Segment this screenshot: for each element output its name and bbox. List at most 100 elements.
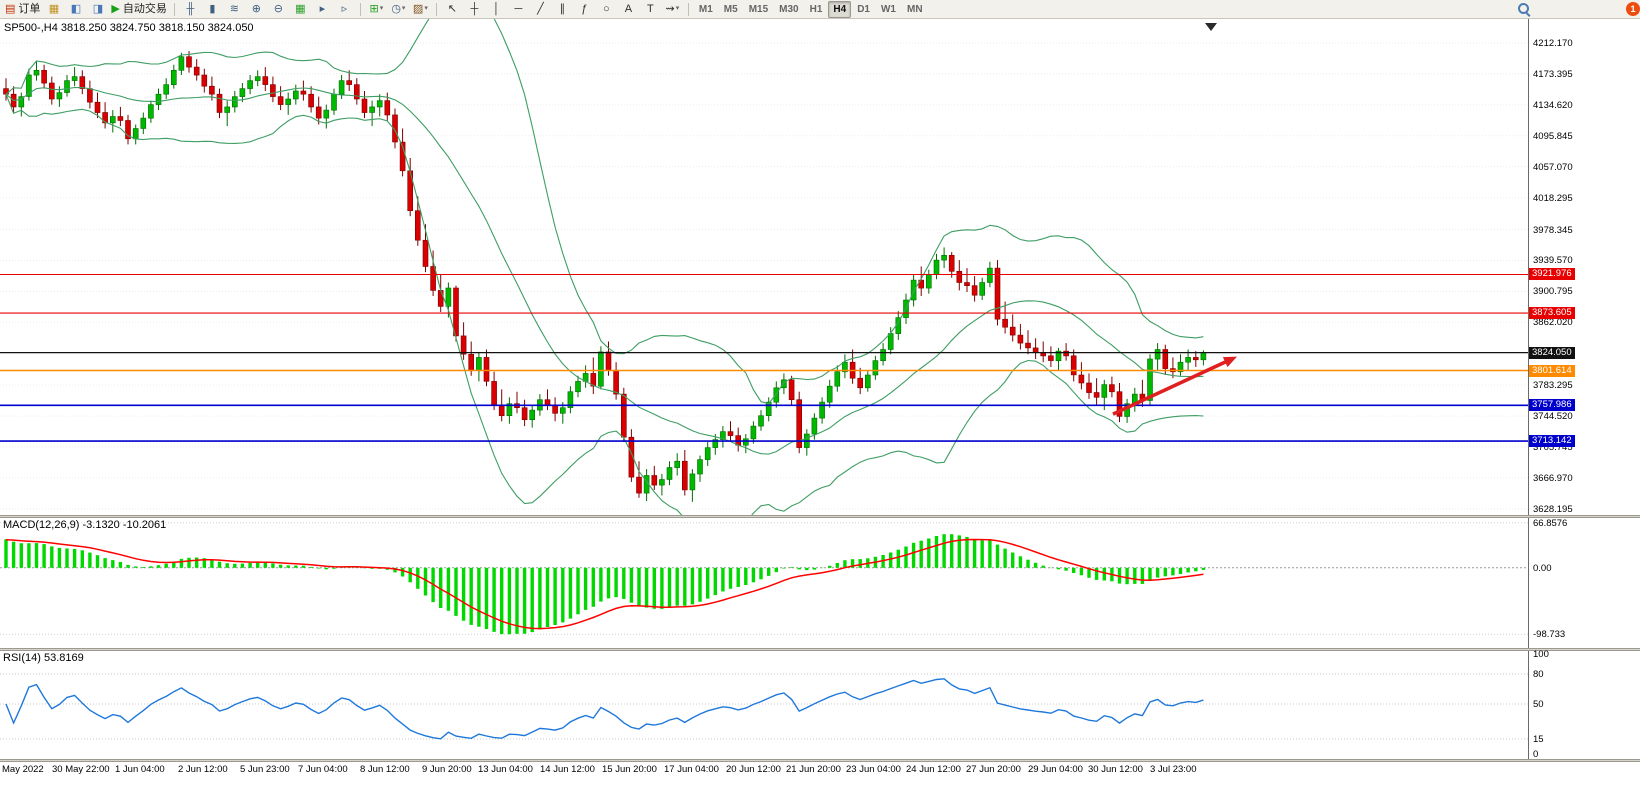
toolbar-separator <box>435 2 437 16</box>
rsi-header: RSI(14) 53.8169 <box>3 652 84 664</box>
toolbar-separator <box>173 2 175 16</box>
toolbar-auto-trading[interactable]: ▶ 自动交易 <box>109 1 168 17</box>
price-axis-label: 4173.395 <box>1533 68 1573 80</box>
price-axis-label: 4057.070 <box>1533 161 1573 173</box>
trendline-icon: ╱ <box>537 3 544 15</box>
time-axis-label: 5 Jun 23:00 <box>240 764 290 775</box>
price-axis-label: 4095.845 <box>1533 130 1573 142</box>
level-badge-3757: 3757.986 <box>1529 399 1575 412</box>
toolbar-auto-scroll[interactable]: ▸ <box>312 1 333 17</box>
toolbar-templates[interactable]: ▨ ▾ <box>410 1 431 17</box>
toolbar-text[interactable]: A <box>618 1 639 17</box>
rsi-value: 53.8169 <box>43 652 84 664</box>
chevron-down-icon: ▾ <box>424 5 428 12</box>
notification-badge[interactable]: 1 <box>1626 2 1640 16</box>
toolbar-new-chart[interactable]: ⊞ ▾ <box>366 1 387 17</box>
toolbar-candle-chart[interactable]: ▮ <box>202 1 223 17</box>
toolbar-chart-shift[interactable]: ▹ <box>334 1 355 17</box>
navigator-icon: ◨ <box>92 3 104 15</box>
chevron-down-icon: ▾ <box>401 5 406 12</box>
rsi-axis-label: 80 <box>1533 669 1544 680</box>
main-chart-series <box>0 18 1528 515</box>
toolbar-zoom-in[interactable]: ⊕ <box>246 1 267 17</box>
toolbar-tf-h4[interactable]: H4 <box>828 0 852 18</box>
new-order-label: 订单 <box>18 3 41 15</box>
time-axis-label: 9 Jun 20:00 <box>422 764 472 775</box>
time-axis-label: 13 Jun 04:00 <box>478 764 533 775</box>
toolbar-tf-m15[interactable]: M15 <box>748 3 769 15</box>
toolbar-trendline[interactable]: ╱ <box>530 1 551 17</box>
toolbar-grid[interactable]: ▦ <box>290 1 311 17</box>
price-axis-label: 3628.195 <box>1533 503 1573 515</box>
time-axis-label: 30 May 22:00 <box>52 764 110 775</box>
toolbar-horizontal-line[interactable]: ─ <box>508 1 529 17</box>
toolbar-tf-m5[interactable]: M5 <box>723 3 738 15</box>
toolbar-arrows[interactable]: ⇝ ▾ <box>662 1 683 17</box>
toolbar-tf-mn[interactable]: MN <box>906 3 923 15</box>
toolbar-vertical-line[interactable]: │ <box>486 1 507 17</box>
toolbar-navigator[interactable]: ◨ <box>87 1 108 17</box>
level-badge-3801: 3801.614 <box>1529 364 1575 377</box>
toolbar-data-window[interactable]: ◧ <box>65 1 86 17</box>
time-axis-label: 27 Jun 20:00 <box>966 764 1021 775</box>
level-badge-3873: 3873.605 <box>1529 307 1575 320</box>
zoom-out-icon: ⊖ <box>273 3 283 15</box>
macd-series <box>0 522 1528 635</box>
rsi-timeaxis-splitter[interactable] <box>0 759 1640 762</box>
toolbar-periods[interactable]: ◷ ▾ <box>388 1 409 17</box>
price-scale-divider <box>1528 18 1529 762</box>
toolbar-tf-d1[interactable]: D1 <box>857 3 870 15</box>
toolbar-crosshair[interactable]: ┼ <box>464 1 485 17</box>
toolbar-cursor[interactable]: ↖ <box>442 1 463 17</box>
toolbar-right: 1 <box>1517 2 1640 17</box>
bollinger-lower <box>5 93 1204 515</box>
text-icon: A <box>624 3 633 15</box>
toolbar-tf-m30[interactable]: M30 <box>779 3 799 15</box>
toolbar: ▤ 订单 ▦ ◧ ◨ ▶ 自动交易 ╫ ▮ ≋ ⊕ ⊖ ▦ ▸ ▹ ⊞ ▾ ◷ ▾ ▨ ▾ ↖ ┼ │ ─ ╱ ∥ ƒ ○ A T ⇝ ▾ M1 M… <box>0 0 1640 19</box>
toolbar-bar-chart[interactable]: ╫ <box>180 1 201 17</box>
toolbar-market-watch[interactable]: ▦ <box>43 1 64 17</box>
macd-header: MACD(12,26,9) -3.1320 -10.2061 <box>3 519 166 531</box>
rsi-axis-label: 100 <box>1533 649 1549 660</box>
level-badge-3921: 3921.976 <box>1529 268 1575 281</box>
trend-arrow-head[interactable] <box>1222 356 1237 368</box>
price-axis-label: 3939.570 <box>1533 255 1573 267</box>
toolbar-channel[interactable]: ∥ <box>552 1 573 17</box>
chart-shift-icon: ▹ <box>341 3 348 15</box>
toolbar-tf-w1[interactable]: W1 <box>880 3 896 15</box>
search-icon[interactable] <box>1517 2 1532 17</box>
toolbar-tf-h1[interactable]: H1 <box>809 3 823 15</box>
channel-icon: ∥ <box>559 3 566 15</box>
toolbar-separator <box>359 2 361 16</box>
chart-shift-marker[interactable] <box>1205 23 1217 31</box>
toolbar-zoom-out[interactable]: ⊖ <box>268 1 289 17</box>
time-axis-label: 29 Jun 04:00 <box>1028 764 1083 775</box>
toolbar-new-order[interactable]: ▤ 订单 <box>3 1 42 17</box>
trend-arrow-line[interactable] <box>1112 358 1230 416</box>
new-order-icon: ▤ <box>5 3 16 15</box>
chart-macd-splitter[interactable] <box>0 515 1640 518</box>
rsi-axis-label: 50 <box>1533 699 1544 710</box>
arrows-icon: ⇝ <box>665 3 675 15</box>
price-axis-label: 4018.295 <box>1533 192 1573 204</box>
toolbar-tf-m1[interactable]: M1 <box>698 3 713 15</box>
time-axis-label: 30 Jun 12:00 <box>1088 764 1143 775</box>
cursor-icon: ↖ <box>447 3 457 15</box>
time-axis-label: 17 Jun 04:00 <box>664 764 719 775</box>
toolbar-fibonacci[interactable]: ƒ <box>574 1 595 17</box>
level-badge-3713: 3713.142 <box>1529 435 1575 448</box>
chevron-down-icon: ▾ <box>379 5 384 12</box>
time-axis-label: 3 Jul 23:00 <box>1150 764 1197 775</box>
price-axis-label: 3783.295 <box>1533 380 1573 392</box>
toolbar-text-label[interactable]: T <box>640 1 661 17</box>
toolbar-shapes[interactable]: ○ <box>596 1 617 17</box>
data-window-icon: ◧ <box>70 3 82 15</box>
macd-rsi-splitter[interactable] <box>0 648 1640 651</box>
bollinger-middle <box>5 86 1204 455</box>
macd-title: MACD(12,26,9) <box>3 519 80 531</box>
price-axis-label: 3978.345 <box>1533 224 1573 236</box>
toolbar-line-chart[interactable]: ≋ <box>224 1 245 17</box>
rsi-series <box>0 673 1528 740</box>
